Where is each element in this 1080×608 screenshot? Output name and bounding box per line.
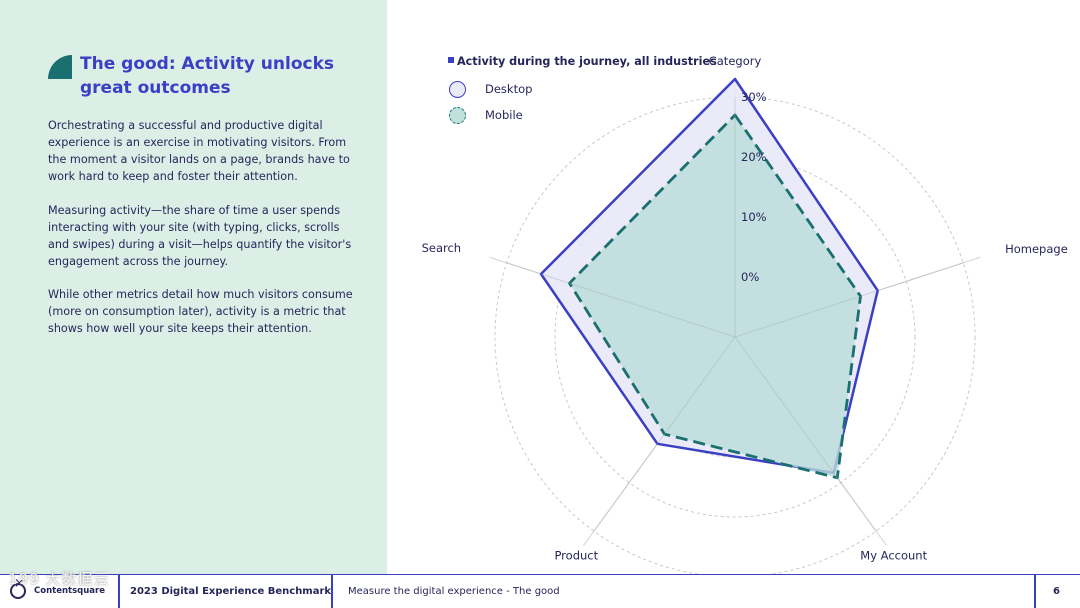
legend-item-desktop: Desktop: [446, 81, 586, 101]
tick-label: 20%: [741, 150, 767, 164]
intro-paragraph-1: Orchestrating a successful and productiv…: [48, 119, 350, 183]
footer-divider: [118, 575, 120, 608]
footer-benchmark: 2023 Digital Experience Benchmark: [130, 586, 332, 597]
footer-logo-text: Contentsquare: [34, 586, 105, 596]
legend-mobile-swatch: [449, 107, 466, 124]
tick-label: 10%: [741, 210, 767, 224]
axis-label-homepage: Homepage: [1005, 242, 1068, 256]
intro-paragraph-3: While other metrics detail how much visi…: [48, 288, 353, 335]
chart-title-text: Activity during the journey, all industr…: [457, 55, 717, 68]
axis-spoke-overlay: [593, 336, 736, 532]
legend-desktop-label: Desktop: [485, 82, 533, 96]
tick-label: 0%: [741, 270, 759, 284]
axis-label-category: Category: [709, 54, 762, 68]
footer: Contentsquare 2023 Digital Experience Be…: [0, 574, 1080, 608]
axis-label-product: Product: [554, 548, 598, 562]
legend-mobile-label: Mobile: [485, 108, 523, 122]
footer-section: Measure the digital experience - The goo…: [348, 586, 560, 597]
page-title: The good: Activity unlocks great outcome…: [80, 54, 334, 98]
watermark-text: 199 大数据云: [8, 570, 110, 588]
axis-label-search: Search: [422, 241, 462, 255]
chart-title-square-icon: [448, 57, 454, 63]
axis-spoke-overlay: [734, 336, 877, 532]
legend-desktop-swatch: [449, 81, 466, 98]
series-mobile-area: [568, 113, 862, 480]
page-number: 6: [1053, 586, 1060, 597]
axis-label-my-account: My Account: [860, 548, 927, 562]
contentsquare-logo-icon: [10, 576, 26, 599]
legend-item-mobile: Mobile: [446, 107, 586, 127]
chart-title: Activity during the journey, all industr…: [448, 55, 717, 68]
axis-spoke-overlay: [734, 262, 964, 338]
intro-paragraph-2: Measuring activity—the share of time a u…: [48, 204, 352, 268]
left-panel: [0, 0, 387, 574]
tick-label: 30%: [741, 90, 767, 104]
axis-spoke-overlay: [506, 262, 736, 338]
footer-divider: [331, 575, 333, 608]
footer-divider: [1034, 575, 1036, 608]
